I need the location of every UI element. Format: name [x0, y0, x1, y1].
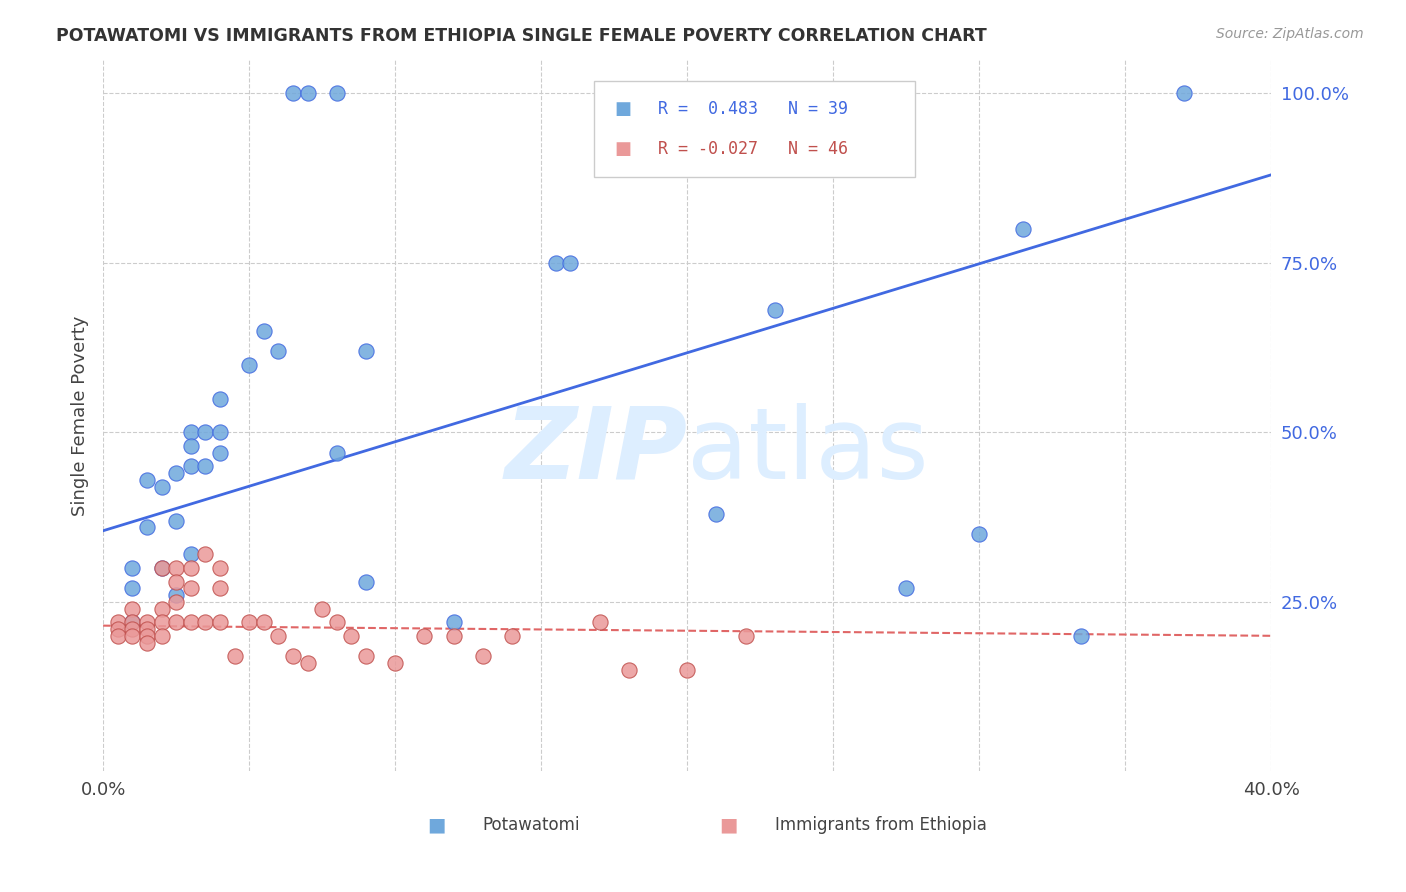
Point [1012, 222, 1035, 236]
Y-axis label: Single Female Poverty: Single Female Poverty [72, 315, 89, 516]
Point [107, 629, 129, 643]
Point [238, 358, 260, 372]
Point [150, 629, 173, 643]
Point [194, 459, 217, 474]
Point [823, 87, 845, 101]
Point [617, 663, 640, 677]
Point [136, 615, 159, 630]
Point [208, 615, 231, 630]
Point [165, 588, 187, 602]
Point [967, 527, 990, 541]
Text: Immigrants from Ethiopia: Immigrants from Ethiopia [775, 816, 987, 834]
Text: ■: ■ [614, 139, 631, 158]
Text: atlas: atlas [688, 402, 929, 500]
Point [443, 615, 465, 630]
Point [208, 582, 231, 596]
Point [311, 601, 333, 615]
Point [501, 629, 523, 643]
Point [208, 425, 231, 440]
Point [281, 649, 304, 664]
Point [208, 446, 231, 460]
Point [136, 520, 159, 534]
Point [150, 561, 173, 575]
Text: Potawatomi: Potawatomi [482, 816, 581, 834]
Point [121, 561, 143, 575]
Point [340, 629, 363, 643]
Point [165, 574, 187, 589]
Point [150, 601, 173, 615]
Point [180, 582, 202, 596]
Point [384, 656, 406, 670]
Point [194, 548, 217, 562]
Point [136, 629, 159, 643]
Point [107, 622, 129, 636]
Point [253, 615, 276, 630]
Bar [593, 81, 915, 177]
Point [325, 615, 347, 630]
Point [136, 635, 159, 649]
Point [180, 425, 202, 440]
Point [734, 629, 756, 643]
Point [267, 629, 290, 643]
Point [281, 87, 304, 101]
Point [121, 615, 143, 630]
Point [208, 392, 231, 406]
Point [297, 656, 319, 670]
Point [165, 466, 187, 480]
Point [443, 629, 465, 643]
Point [413, 629, 436, 643]
Point [165, 595, 187, 609]
Point [267, 344, 290, 359]
Point [165, 615, 187, 630]
Point [471, 649, 494, 664]
Point [194, 615, 217, 630]
Text: POTAWATOMI VS IMMIGRANTS FROM ETHIOPIA SINGLE FEMALE POVERTY CORRELATION CHART: POTAWATOMI VS IMMIGRANTS FROM ETHIOPIA S… [56, 27, 987, 45]
Point [763, 303, 786, 318]
Point [107, 615, 129, 630]
Point [121, 601, 143, 615]
Text: R =  0.483   N = 39: R = 0.483 N = 39 [658, 100, 848, 118]
Point [354, 649, 377, 664]
Point [180, 615, 202, 630]
Point [194, 425, 217, 440]
Text: ■: ■ [614, 100, 631, 118]
Point [894, 582, 917, 596]
Point [180, 561, 202, 575]
Point [325, 446, 347, 460]
Point [1173, 87, 1195, 101]
Text: ZIP: ZIP [505, 402, 688, 500]
Point [354, 574, 377, 589]
Point [121, 629, 143, 643]
Point [208, 561, 231, 575]
Text: ■: ■ [718, 815, 737, 834]
Point [253, 324, 276, 338]
Point [588, 615, 610, 630]
Point [121, 582, 143, 596]
Point [180, 439, 202, 453]
Point [121, 615, 143, 630]
Point [354, 344, 377, 359]
Text: Source: ZipAtlas.com: Source: ZipAtlas.com [1216, 27, 1364, 41]
Point [704, 507, 727, 521]
Point [238, 615, 260, 630]
Point [560, 256, 582, 270]
Point [297, 87, 319, 101]
Point [165, 514, 187, 528]
Text: R = -0.027   N = 46: R = -0.027 N = 46 [658, 139, 848, 158]
Point [136, 622, 159, 636]
Point [180, 459, 202, 474]
Point [121, 622, 143, 636]
Point [165, 561, 187, 575]
Point [676, 663, 699, 677]
Text: ■: ■ [427, 815, 446, 834]
Point [325, 87, 347, 101]
Point [1070, 629, 1092, 643]
Point [150, 561, 173, 575]
Point [180, 548, 202, 562]
Point [136, 473, 159, 487]
Point [150, 480, 173, 494]
Point [224, 649, 246, 664]
Point [544, 256, 567, 270]
Point [150, 615, 173, 630]
